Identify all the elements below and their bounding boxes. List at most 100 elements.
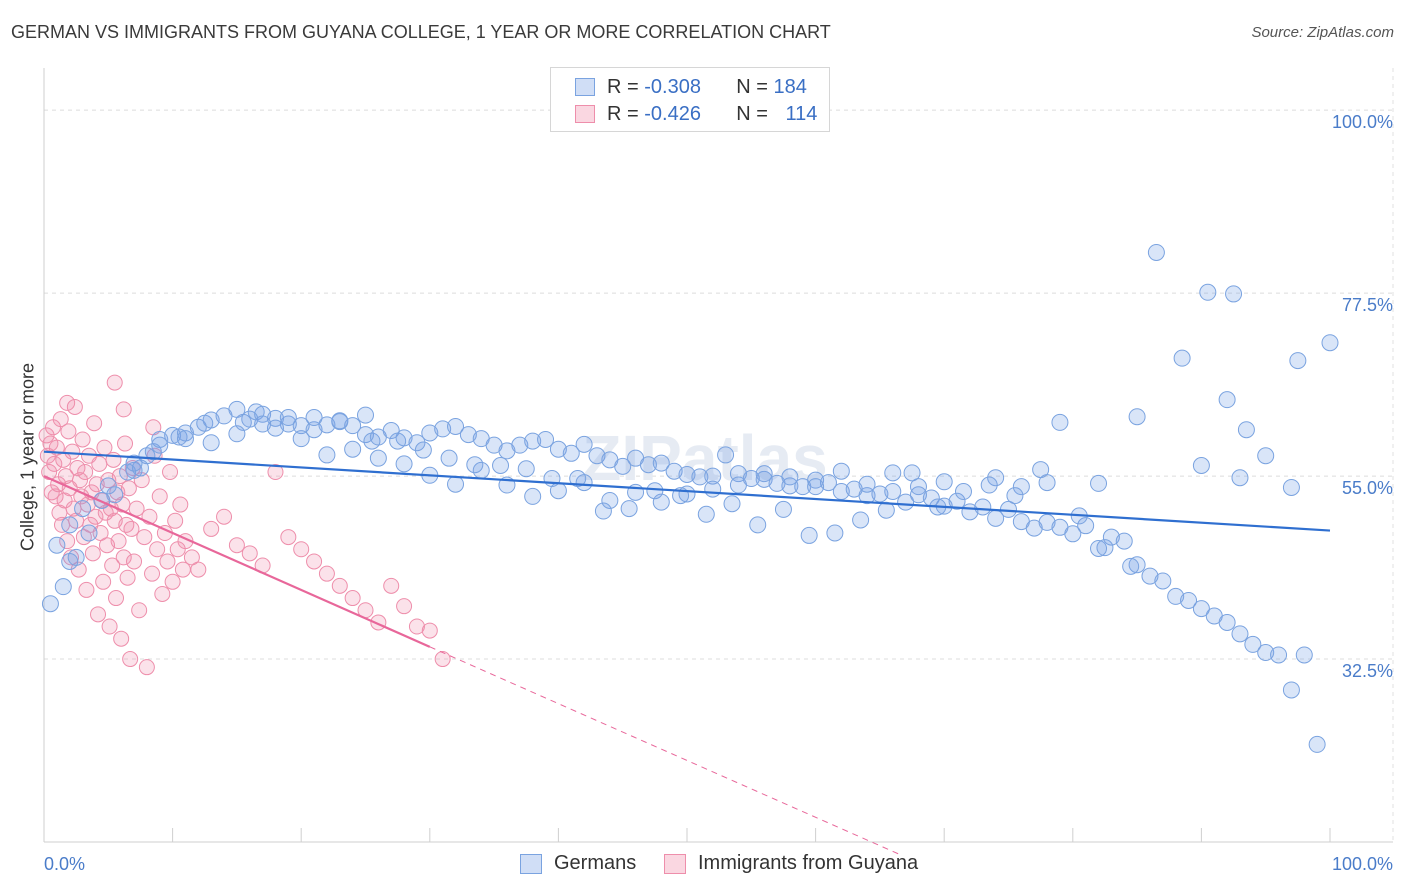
data-point-germans <box>594 502 612 520</box>
data-point-germans <box>639 456 657 474</box>
data-point-guyana <box>60 423 77 440</box>
data-point-germans <box>357 406 374 424</box>
data-point-guyana <box>131 602 148 619</box>
data-point-germans <box>48 536 66 554</box>
data-point-germans <box>903 464 921 482</box>
legend-label-germans: Germans <box>554 852 637 874</box>
data-point-germans <box>1051 413 1069 431</box>
data-point-germans <box>459 426 477 444</box>
legend-row-guyana: R = -0.426 N = 114 <box>575 101 817 127</box>
data-point-guyana <box>66 398 83 415</box>
trend-line-guyana <box>43 475 431 648</box>
data-point-germans <box>1231 625 1249 643</box>
r-value: -0.426 <box>644 102 701 125</box>
data-point-guyana <box>136 529 153 546</box>
data-point-germans <box>80 524 98 542</box>
data-point-germans <box>517 460 535 478</box>
data-point-germans <box>1257 447 1275 465</box>
data-point-germans <box>54 578 72 596</box>
data-point-guyana <box>46 455 63 472</box>
data-point-germans <box>1173 349 1191 367</box>
data-point-guyana <box>72 472 89 489</box>
data-point-germans <box>620 500 638 518</box>
trend-line-germans <box>43 450 1331 532</box>
data-point-guyana <box>331 577 348 594</box>
data-point-guyana <box>172 496 189 513</box>
data-point-germans <box>125 461 143 479</box>
data-point-germans <box>1218 391 1236 409</box>
data-point-germans <box>1167 587 1185 605</box>
data-point-guyana <box>123 520 140 537</box>
data-point-guyana <box>216 508 233 525</box>
data-point-germans <box>562 444 580 462</box>
data-point-germans <box>369 449 387 467</box>
data-point-germans <box>344 440 362 458</box>
data-point-guyana <box>164 573 181 590</box>
data-point-germans <box>151 430 169 448</box>
data-point-guyana <box>119 569 136 586</box>
data-point-germans <box>1090 539 1108 557</box>
data-point-germans <box>106 486 124 504</box>
data-point-guyana <box>84 545 101 562</box>
data-point-germans <box>729 476 747 494</box>
data-point-germans <box>1032 461 1050 479</box>
data-point-germans <box>723 495 741 513</box>
data-point-germans <box>511 436 529 454</box>
data-point-guyana <box>241 545 258 562</box>
data-point-germans <box>569 470 587 488</box>
data-point-guyana <box>117 435 134 452</box>
data-point-germans <box>1244 635 1262 653</box>
data-point-germans <box>852 511 870 529</box>
data-point-germans <box>704 480 722 498</box>
data-point-germans <box>601 491 619 509</box>
legend-item-guyana[interactable]: Immigrants from Guyana <box>664 852 918 875</box>
series-legend: Germans Immigrants from Guyana <box>0 852 1406 876</box>
data-point-germans <box>414 441 432 459</box>
data-point-germans <box>1218 613 1236 631</box>
data-point-germans <box>1321 334 1339 352</box>
data-point-guyana <box>101 618 118 635</box>
n-label: N = <box>736 75 774 98</box>
data-point-germans <box>241 410 259 428</box>
data-point-guyana <box>69 459 86 476</box>
data-point-germans <box>749 516 767 534</box>
data-point-germans <box>1282 681 1300 699</box>
data-point-germans <box>877 501 895 519</box>
data-point-germans <box>807 471 825 489</box>
data-point-germans <box>1012 478 1030 496</box>
data-point-germans <box>1282 478 1300 496</box>
data-point-guyana <box>95 573 112 590</box>
data-point-germans <box>858 475 876 493</box>
grid-lines <box>44 109 1393 660</box>
x-tick-label: 100.0% <box>1332 854 1393 874</box>
data-point-guyana <box>228 537 245 554</box>
data-point-guyana <box>122 651 139 668</box>
data-point-germans <box>305 421 323 439</box>
correlation-legend: R = -0.308 N = 184 R = -0.426 N = 114 <box>550 67 830 132</box>
data-point-germans <box>1038 513 1056 531</box>
data-point-guyana <box>38 427 55 444</box>
data-point-germans <box>588 447 606 465</box>
data-point-guyana <box>167 512 184 529</box>
data-point-germans <box>61 516 79 534</box>
data-point-guyana <box>47 488 64 505</box>
data-point-guyana <box>138 659 155 676</box>
data-point-germans <box>781 477 799 495</box>
data-point-germans <box>755 470 773 488</box>
data-point-germans <box>395 455 413 473</box>
data-point-guyana <box>115 401 132 418</box>
legend-item-germans[interactable]: Germans <box>520 852 636 875</box>
data-point-germans <box>974 498 992 516</box>
data-point-guyana <box>91 455 108 472</box>
data-point-germans <box>498 442 516 460</box>
data-point-germans <box>1064 525 1082 543</box>
data-point-guyana <box>74 431 91 448</box>
data-point-germans <box>1096 539 1114 557</box>
guyana-swatch <box>575 105 595 123</box>
data-point-guyana <box>56 492 73 509</box>
trend-lines <box>43 450 1331 855</box>
data-point-germans <box>524 487 542 505</box>
data-point-guyana <box>86 415 103 432</box>
data-point-germans <box>935 473 953 491</box>
data-point-germans <box>408 434 426 452</box>
